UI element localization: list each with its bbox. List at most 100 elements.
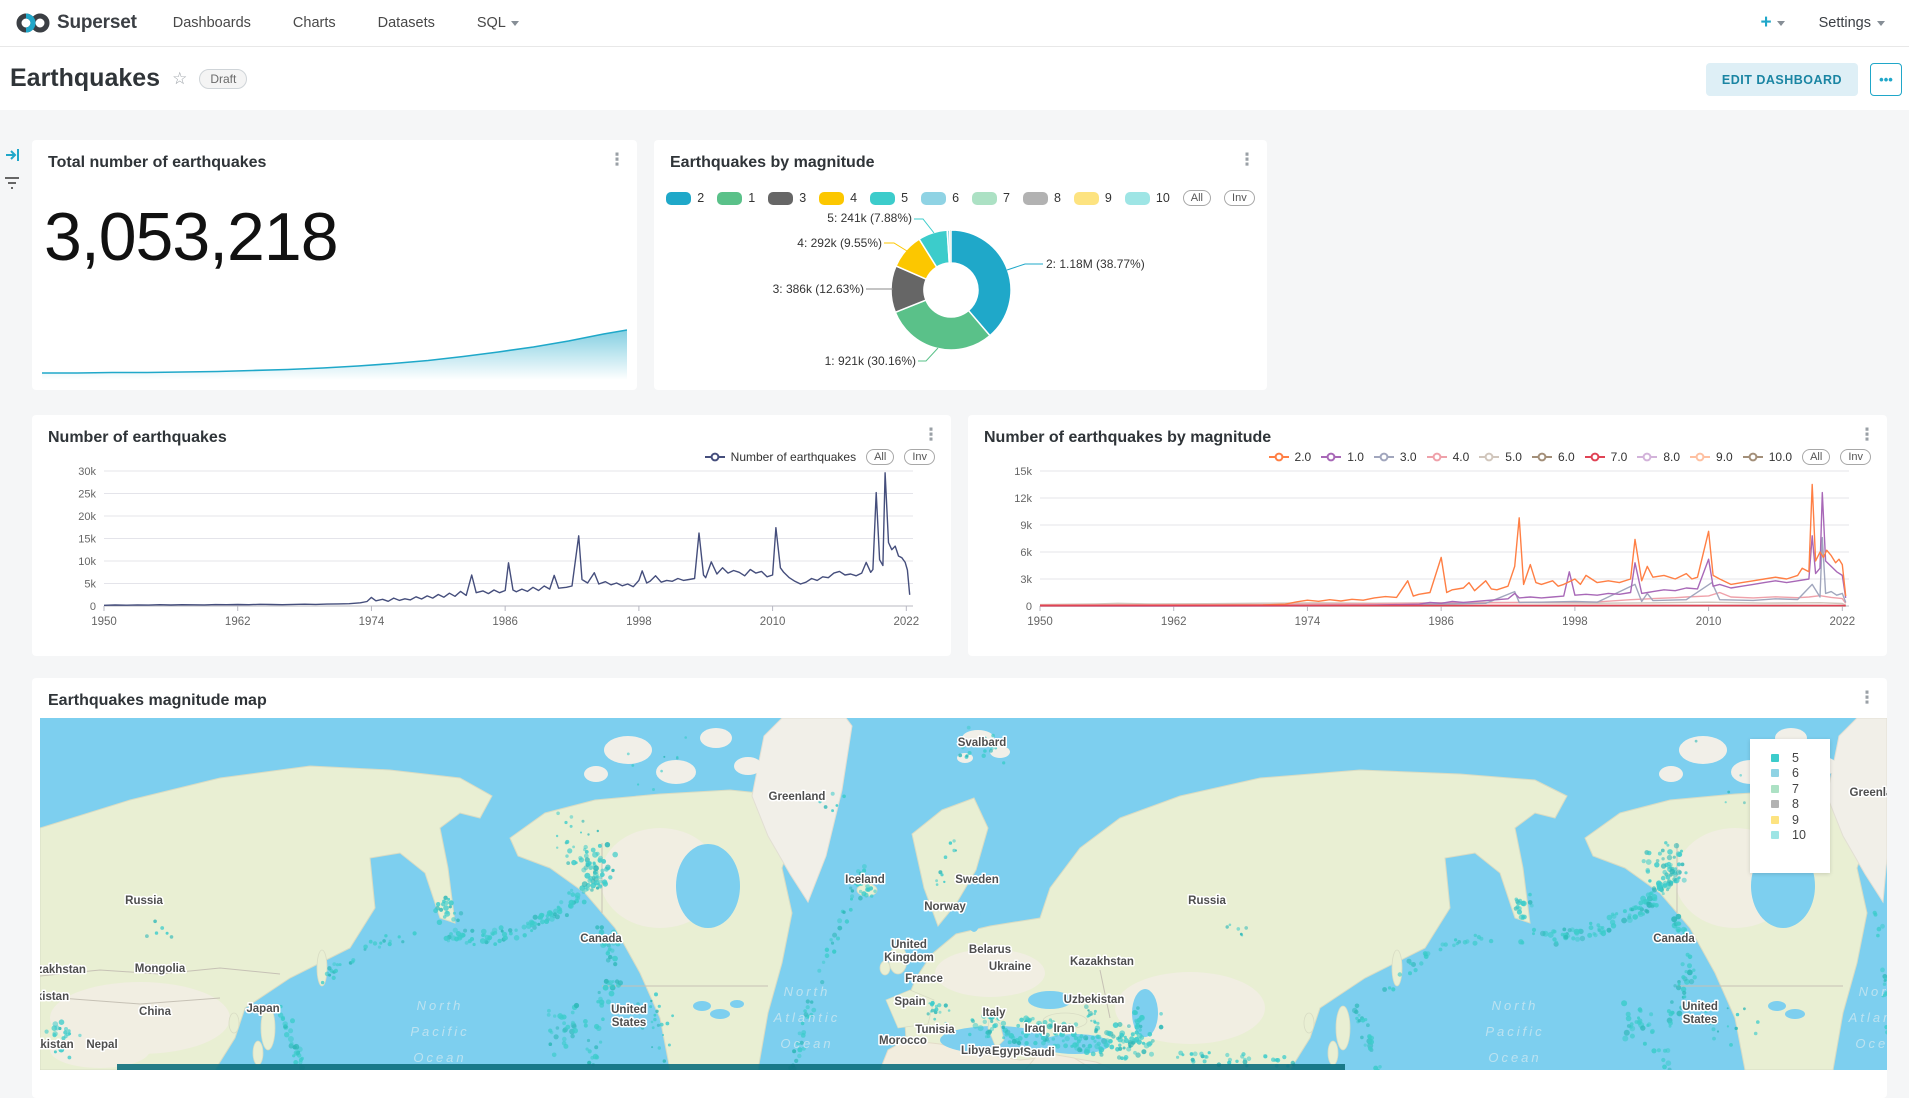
legend-label: 9.0 [1716,450,1733,464]
donut-callout-label: 5: 241k (7.88%) [827,211,912,225]
map-label: Japan [246,1003,279,1015]
dashboard-more-button[interactable]: ••• [1870,63,1902,96]
legend-label: 3.0 [1400,450,1417,464]
svg-text:0: 0 [1026,601,1032,613]
nav-item-charts[interactable]: Charts [293,15,336,31]
legend-swatch [1771,816,1779,824]
map-label: Iran [1053,1023,1074,1035]
nav-menu: Dashboards Charts Datasets SQL [173,15,519,31]
legend-label: 1.0 [1347,450,1364,464]
map-label: Saudi [1023,1047,1054,1059]
legend-label: 8 [1792,797,1799,811]
chart-title: Number of earthquakes [48,429,227,447]
donut-chart[interactable] [866,202,1036,372]
favorite-star-icon[interactable]: ☆ [172,69,187,89]
nav-item-dashboards[interactable]: Dashboards [173,15,251,31]
legend-label: 1 [748,191,755,205]
legend-item-1.0[interactable]: 1.0 [1321,450,1364,464]
map-label: Mongolia [135,963,186,975]
legend-item-magnitude-2[interactable]: 2 [666,191,704,205]
map-legend-item-10[interactable]: 10 [1771,828,1830,844]
svg-text:1962: 1962 [225,616,251,628]
map-legend-item-5[interactable]: 5 [1771,750,1830,766]
legend-item-6.0[interactable]: 6.0 [1532,450,1575,464]
legend-item-9.0[interactable]: 9.0 [1690,450,1733,464]
chart-menu-kebab-icon[interactable]: ⋮ [1857,425,1877,449]
map-label: Egypt [992,1046,1024,1058]
map-label: Uzbekistan [1064,994,1125,1006]
legend-item-2.0[interactable]: 2.0 [1269,450,1312,464]
legend-item-8.0[interactable]: 8.0 [1637,450,1680,464]
legend-item-magnitude-10[interactable]: 10 [1125,191,1170,205]
map-legend-item-8[interactable]: 8 [1771,797,1830,813]
legend-swatch [717,192,742,205]
expand-filter-bar-icon[interactable] [5,148,21,162]
status-badge: Draft [199,69,247,89]
svg-text:6k: 6k [1020,547,1032,559]
svg-text:12k: 12k [1014,493,1032,505]
legend-label: 8.0 [1663,450,1680,464]
superset-logo[interactable]: Superset [0,12,151,34]
map-label: Pakistan [40,1039,74,1051]
svg-text:20k: 20k [78,511,96,523]
nav-item-datasets[interactable]: Datasets [378,15,435,31]
map-label: Spain [894,996,925,1008]
chevron-down-icon [1877,21,1885,26]
map-label: Iceland [845,874,885,886]
map-legend-item-6[interactable]: 6 [1771,766,1830,782]
chart-menu-kebab-icon[interactable]: ⋮ [1237,150,1257,174]
legend-item-number-of-earthquakes[interactable]: Number of earthquakes [705,450,856,464]
legend-swatch [768,192,793,205]
nav-item-sql[interactable]: SQL [477,15,519,31]
svg-text:2010: 2010 [760,616,786,628]
chart-menu-kebab-icon[interactable]: ⋮ [921,425,941,449]
map-label: Libya [961,1045,992,1057]
svg-text:1998: 1998 [626,616,652,628]
edit-dashboard-button[interactable]: EDIT DASHBOARD [1706,63,1858,96]
legend-series-marker-icon [1374,452,1394,462]
legend-label: 6.0 [1558,450,1575,464]
legend-series-marker-icon [705,452,725,462]
legend-label: 6 [1792,766,1799,780]
page-title: Earthquakes [10,64,160,93]
map-label: France [905,973,943,985]
legend-item-magnitude-4[interactable]: 4 [819,191,857,205]
settings-menu[interactable]: Settings [1819,15,1885,31]
card-number-of-earthquakes: Number of earthquakes ⋮ Number of earthq… [32,415,951,656]
new-item-button[interactable]: + [1760,12,1784,34]
map-label: Belarus [969,944,1011,956]
legend-swatch [1771,769,1779,777]
legend-item-magnitude-9[interactable]: 9 [1074,191,1112,205]
legend-item-7.0[interactable]: 7.0 [1585,450,1628,464]
svg-text:15k: 15k [1014,466,1032,478]
map-legend-item-9[interactable]: 9 [1771,812,1830,828]
legend-item-10.0[interactable]: 10.0 [1743,450,1792,464]
chart-menu-kebab-icon[interactable]: ⋮ [1857,688,1877,712]
legend-button-inv[interactable]: Inv [1224,190,1255,206]
dashboard-header: Earthquakes ☆ Draft EDIT DASHBOARD ••• [0,47,1909,110]
chart-menu-kebab-icon[interactable]: ⋮ [607,150,627,174]
legend-item-4.0[interactable]: 4.0 [1427,450,1470,464]
legend-label: 7.0 [1611,450,1628,464]
legend-label: 9 [1105,191,1112,205]
legend-item-magnitude-3[interactable]: 3 [768,191,806,205]
legend-series-marker-icon [1690,452,1710,462]
chart-title: Earthquakes magnitude map [48,692,267,710]
legend-item-3.0[interactable]: 3.0 [1374,450,1417,464]
map-canvas[interactable]: SvalbardGreenlandGreenlandIcelandSwedenN… [40,718,1887,1070]
donut-callout-label: 4: 292k (9.55%) [797,236,882,250]
map-legend-item-7[interactable]: 7 [1771,781,1830,797]
svg-text:1986: 1986 [492,616,518,628]
svg-text:3k: 3k [1020,574,1032,586]
legend-button-all[interactable]: All [1183,190,1211,206]
legend-item-magnitude-1[interactable]: 1 [717,191,755,205]
legend-item-5.0[interactable]: 5.0 [1479,450,1522,464]
legend-series-marker-icon [1269,452,1289,462]
chart-title: Total number of earthquakes [48,154,266,172]
